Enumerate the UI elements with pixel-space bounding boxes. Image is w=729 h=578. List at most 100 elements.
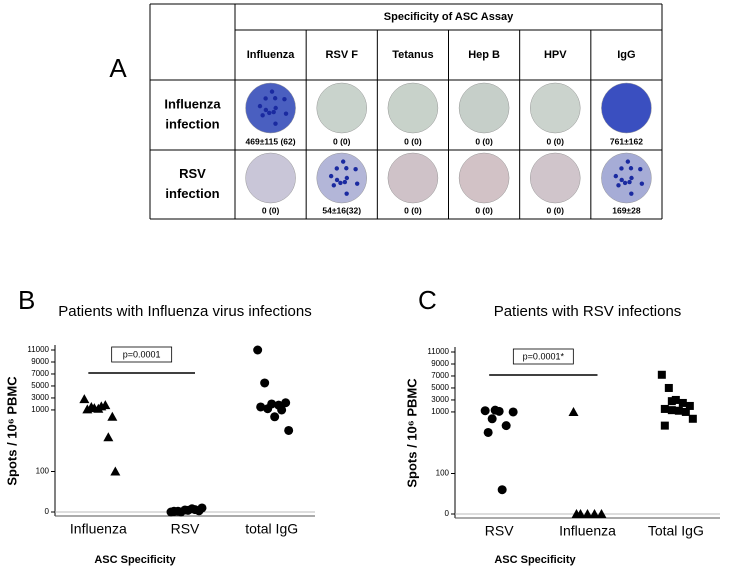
data-point <box>571 509 582 518</box>
column-header: Hep B <box>468 49 500 61</box>
cell-value: 0 (0) <box>404 205 422 215</box>
annotation: p=0.0001* <box>523 351 565 361</box>
spot <box>613 173 619 179</box>
spot <box>625 159 631 164</box>
spot <box>334 177 340 183</box>
cell-value: 761±162 <box>610 136 643 146</box>
data-point <box>487 414 497 424</box>
spot <box>331 183 337 188</box>
data-point <box>681 407 690 416</box>
data-point <box>277 405 287 415</box>
panel-label: B <box>18 285 35 315</box>
data-point <box>281 398 291 408</box>
chart-title: Patients with RSV infections <box>494 303 682 320</box>
spot <box>344 175 350 181</box>
row-header: Influenza <box>164 96 221 111</box>
cell-value: 0 (0) <box>547 205 565 215</box>
x-tick-label: Total IgG <box>648 523 704 539</box>
spot <box>629 191 634 196</box>
cell-value: 0 (0) <box>333 136 351 146</box>
spot <box>283 111 289 116</box>
data-point <box>678 398 687 407</box>
well-image <box>601 152 652 204</box>
y-tick-label: 100 <box>436 469 450 478</box>
data-point <box>667 406 676 415</box>
data-point <box>82 404 93 414</box>
cell-value: 469±115 (62) <box>246 136 296 146</box>
y-axis-label: Spots / 10⁶ PBMC <box>4 376 19 486</box>
spot <box>354 181 360 186</box>
spot <box>619 177 624 183</box>
data-point <box>596 509 607 518</box>
spot <box>627 179 632 185</box>
y-tick-label: 5000 <box>431 383 449 392</box>
y-tick-label: 0 <box>445 509 450 518</box>
data-point <box>568 406 579 416</box>
spot <box>328 173 334 179</box>
column-header: HPV <box>544 49 567 61</box>
data-point <box>190 505 200 515</box>
y-tick-label: 7000 <box>431 371 449 380</box>
cell-value: 0 (0) <box>475 136 493 146</box>
data-point <box>107 411 118 421</box>
data-point <box>103 432 114 442</box>
data-point <box>582 509 593 518</box>
spot <box>638 166 643 172</box>
y-tick-label: 0 <box>45 507 50 516</box>
data-point <box>176 507 186 517</box>
spot <box>269 89 275 94</box>
annotation-box <box>512 348 574 365</box>
data-point <box>96 401 107 411</box>
y-tick-label: 1000 <box>31 405 49 414</box>
well-image <box>245 152 296 204</box>
data-point <box>483 427 493 437</box>
data-point <box>685 401 694 410</box>
y-tick-label: 11000 <box>27 345 49 354</box>
x-axis-label: ASC Specificity <box>494 554 576 566</box>
spot <box>353 166 358 172</box>
spot <box>639 181 645 186</box>
cell-value: 54±16(32) <box>322 205 361 215</box>
data-point <box>79 394 90 404</box>
y-tick-label: 9000 <box>431 359 449 368</box>
spot <box>342 179 348 185</box>
data-point <box>674 406 683 415</box>
panel-label: A <box>109 53 127 83</box>
annotation: p=0.0001 <box>123 349 161 359</box>
x-tick-label: total IgG <box>245 521 298 537</box>
data-point <box>660 404 669 413</box>
well-image <box>316 82 367 134</box>
spot <box>263 96 268 101</box>
data-point <box>183 505 193 515</box>
well-image <box>601 82 652 134</box>
cell-value: 169±28 <box>612 205 641 215</box>
chart-title: Patients with Influenza virus infections <box>58 303 311 320</box>
data-point <box>501 421 511 431</box>
spot <box>257 103 263 109</box>
well-image <box>530 82 581 134</box>
well-image <box>387 152 439 204</box>
spot <box>344 166 349 171</box>
data-point <box>110 466 121 476</box>
data-point <box>664 383 673 392</box>
spot <box>619 166 624 171</box>
spot <box>282 96 287 102</box>
y-tick-label: 11000 <box>427 347 449 356</box>
y-tick-label: 100 <box>36 467 50 476</box>
data-point <box>260 378 270 388</box>
cell-value: 0 (0) <box>404 136 422 146</box>
spot <box>273 121 278 126</box>
spot <box>622 180 628 186</box>
row-header: infection <box>165 186 219 201</box>
y-tick-label: 3000 <box>431 395 449 404</box>
data-point <box>169 506 179 516</box>
column-header: Influenza <box>247 49 296 61</box>
spot <box>334 166 339 171</box>
spot <box>267 110 272 116</box>
data-point <box>490 405 500 415</box>
spot <box>271 109 276 115</box>
well-image <box>458 152 510 204</box>
well-image <box>387 82 439 134</box>
y-tick-label: 9000 <box>31 357 49 366</box>
